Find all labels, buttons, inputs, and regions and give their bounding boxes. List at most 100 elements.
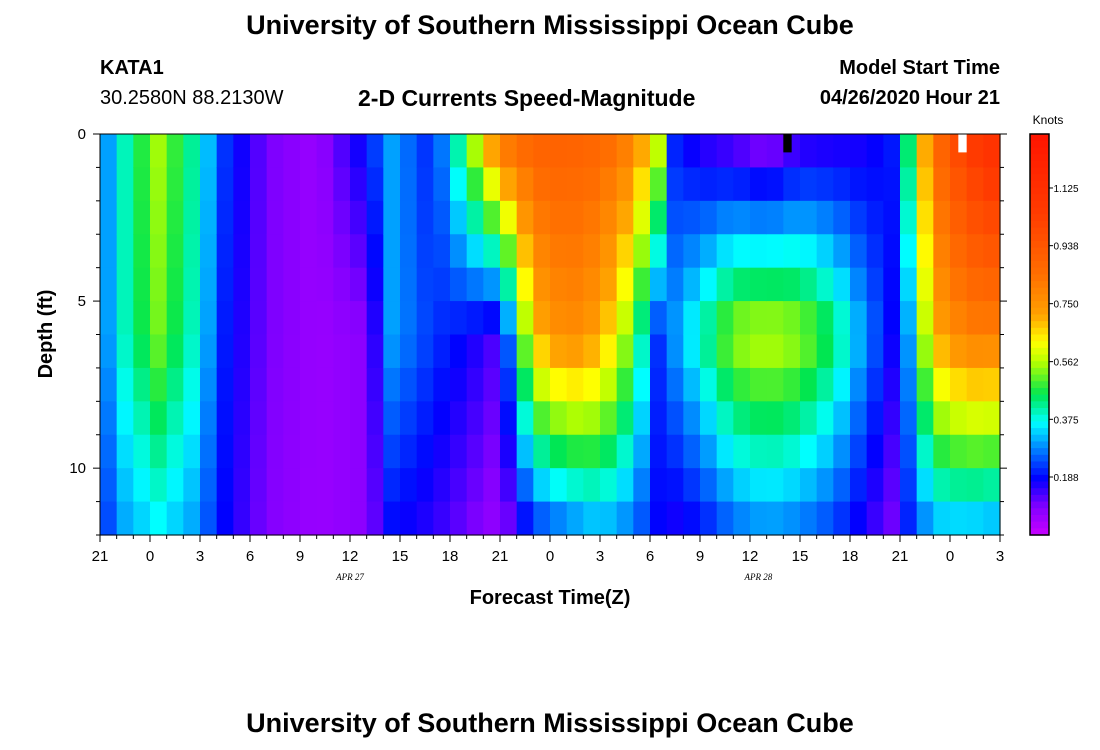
heatmap-cell [333, 334, 351, 369]
heatmap-cell [183, 234, 201, 269]
heatmap-cell [550, 167, 568, 202]
heatmap-cell [933, 267, 951, 302]
heatmap-cell [716, 401, 734, 436]
heatmap-cell [816, 501, 834, 536]
heatmap-cell [533, 367, 551, 402]
colorbar-segment [1030, 494, 1049, 503]
heatmap-cell [633, 401, 651, 436]
heatmap-cell [366, 434, 384, 469]
heatmap-cell [250, 167, 268, 202]
heatmap-cells [100, 134, 1001, 536]
heatmap-cell [533, 468, 551, 503]
heatmap-cell [133, 234, 151, 269]
colorbar-segment [1030, 281, 1049, 289]
heatmap-cell [316, 234, 334, 269]
heatmap-cell [150, 234, 168, 269]
heatmap-cell [766, 234, 784, 269]
heatmap-cell [250, 200, 268, 235]
heatmap-cell [383, 401, 401, 436]
heatmap-cell [333, 134, 351, 169]
colorbar-segment [1030, 187, 1049, 195]
heatmap-cell [116, 367, 134, 402]
heatmap-cell [466, 367, 484, 402]
colorbar-tick-label: 0.562 [1053, 358, 1078, 369]
heatmap-cell [950, 301, 968, 336]
heatmap-cell [400, 301, 418, 336]
heatmap-cell [616, 468, 634, 503]
heatmap-cell [983, 234, 1001, 269]
heatmap-cell [800, 434, 818, 469]
heatmap-cell [766, 468, 784, 503]
heatmap-cell [950, 468, 968, 503]
heatmap-cell [383, 167, 401, 202]
heatmap-cell [466, 434, 484, 469]
heatmap-cell [216, 234, 234, 269]
heatmap-cell [183, 134, 201, 169]
heatmap-cell [983, 401, 1001, 436]
heatmap-cell [150, 200, 168, 235]
heatmap-cell [966, 234, 984, 269]
heatmap-cell [683, 468, 701, 503]
heatmap-cell [300, 501, 318, 536]
heatmap-cell [516, 501, 534, 536]
heatmap-cell [550, 334, 568, 369]
heatmap-cell [400, 234, 418, 269]
heatmap-cell [733, 401, 751, 436]
heatmap-cell [450, 134, 468, 169]
heatmap-cell [483, 367, 501, 402]
colorbar-segment [1030, 508, 1049, 516]
heatmap-cell [766, 200, 784, 235]
heatmap-cell [500, 434, 518, 469]
heatmap-cell [150, 501, 168, 536]
heatmap-cell [583, 401, 601, 436]
heatmap-cell [283, 334, 301, 369]
heatmap-cell [366, 134, 384, 169]
x-tick-label: 21 [892, 548, 909, 565]
heatmap-cell [616, 367, 634, 402]
y-tick-label: 10 [69, 460, 86, 477]
heatmap-cell [200, 401, 218, 436]
heatmap-cell [583, 334, 601, 369]
heatmap-cell [933, 234, 951, 269]
heatmap-cell [133, 301, 151, 336]
heatmap-cell [700, 267, 718, 302]
heatmap-cell [883, 267, 901, 302]
heatmap-cell [566, 401, 584, 436]
heatmap-cell [350, 334, 368, 369]
heatmap-cell [733, 367, 751, 402]
heatmap-cell [800, 334, 818, 369]
heatmap-cell [533, 334, 551, 369]
heatmap-cell [916, 267, 934, 302]
heatmap-cell [900, 200, 918, 235]
heatmap-cell [366, 267, 384, 302]
heatmap-cell [100, 401, 118, 436]
colorbar-segment [1030, 134, 1049, 142]
heatmap-cell [366, 468, 384, 503]
x-tick-label: 18 [442, 548, 459, 565]
heatmap-cell [116, 501, 134, 536]
colorbar-segment [1030, 200, 1049, 209]
heatmap-cell [516, 301, 534, 336]
heatmap-cell [616, 401, 634, 436]
heatmap-cell [933, 200, 951, 235]
heatmap-cell [416, 367, 434, 402]
heatmap-cell [466, 468, 484, 503]
heatmap-cell [316, 367, 334, 402]
heatmap-cell [883, 167, 901, 202]
heatmap-cell [266, 434, 284, 469]
heatmap-cell [233, 200, 251, 235]
colorbar-segment [1030, 227, 1049, 235]
heatmap-cell [133, 134, 151, 169]
heatmap-cell [700, 134, 718, 169]
heatmap-cell [450, 367, 468, 402]
heatmap-cell [166, 200, 184, 235]
heatmap-cell [716, 501, 734, 536]
colorbar-segment [1030, 341, 1049, 349]
colorbar-tick-label: 0.938 [1053, 242, 1078, 253]
heatmap-cell [116, 401, 134, 436]
heatmap-cell [600, 267, 618, 302]
heatmap-cell [850, 134, 868, 169]
colorbar-segment [1030, 381, 1049, 389]
heatmap-cell [433, 234, 451, 269]
heatmap-cell [816, 301, 834, 336]
